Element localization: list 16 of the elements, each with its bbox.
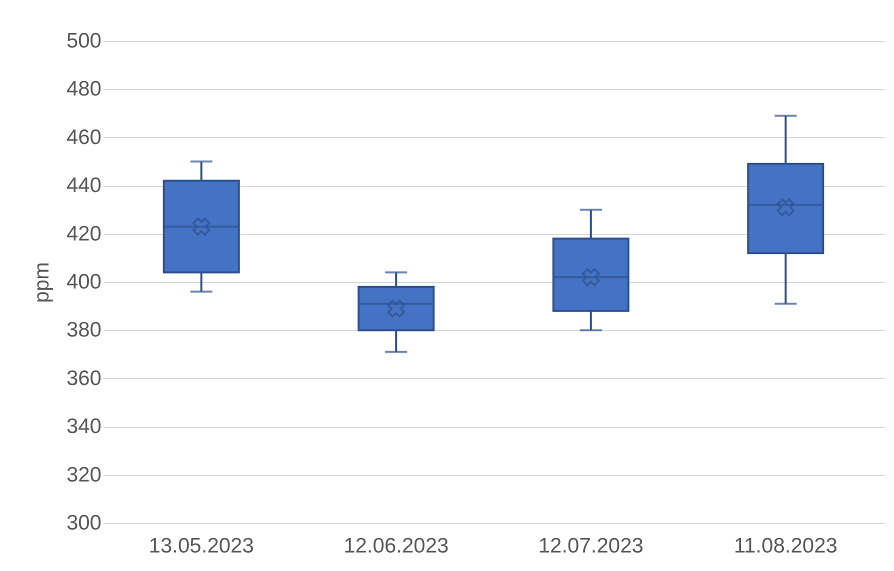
y-tick-label: 400 xyxy=(66,270,102,294)
x-tick-label: 12.06.2023 xyxy=(344,534,449,558)
x-tick-label: 12.07.2023 xyxy=(538,534,644,558)
y-tick-label: 360 xyxy=(66,366,102,390)
y-tick-label: 420 xyxy=(66,222,102,246)
y-tick-label: 500 xyxy=(66,30,102,52)
y-tick-label: 480 xyxy=(66,78,102,101)
y-tick-label: 460 xyxy=(66,126,102,149)
y-tick-label: 340 xyxy=(66,415,102,438)
y-tick-label: 380 xyxy=(66,318,102,342)
x-tick-label: 13.05.2023 xyxy=(148,534,254,558)
x-tick-label: 11.08.2023 xyxy=(734,534,838,558)
y-tick-label: 320 xyxy=(66,463,102,486)
y-axis-title: ppm xyxy=(30,262,54,303)
y-tick-label: 440 xyxy=(66,174,102,198)
y-tick-label: 300 xyxy=(66,512,102,534)
